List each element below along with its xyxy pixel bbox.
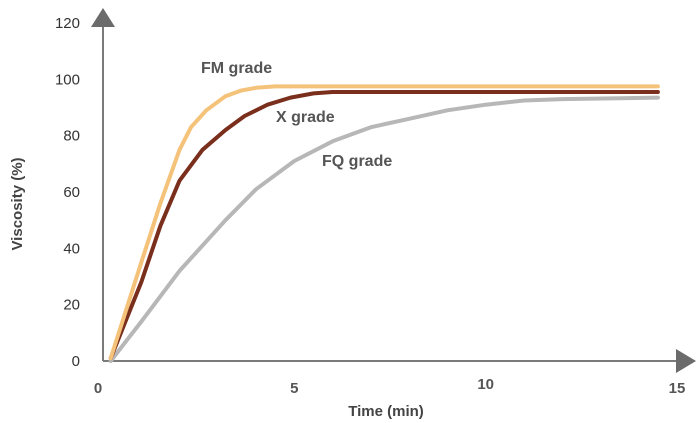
series-line-fq-grade [108,95,660,363]
y-tick-label: 40 [63,240,80,257]
y-axis-title: Viscosity (%) [9,157,26,250]
x-tick-label: 15 [669,380,686,397]
x-tick-label: 0 [94,380,102,397]
series-label-fq-grade: FQ grade [322,153,392,170]
y-tick-label: 20 [63,297,80,314]
y-tick-label: 80 [63,128,80,145]
y-tick-labels: 0 20 40 60 80 100 120 [55,15,80,370]
x-tick-label: 5 [290,380,298,397]
y-tick-label: 60 [63,184,80,201]
x-axis-arrow-icon [676,349,696,373]
x-tick-label: 10 [477,376,494,393]
y-tick-label: 0 [72,353,80,370]
series-lines [108,84,660,363]
x-axis-title: Time (min) [348,403,424,420]
series-label-fm-grade: FM grade [201,60,272,77]
series-line-x-grade [108,90,660,361]
series-label-x-grade: X grade [276,109,335,126]
y-tick-label: 100 [55,71,80,88]
x-tick-labels: 0 5 10 15 [94,376,686,397]
y-tick-label: 120 [55,15,80,32]
y-axis-arrow-icon [91,8,115,27]
series-line-fm-grade [108,84,660,361]
